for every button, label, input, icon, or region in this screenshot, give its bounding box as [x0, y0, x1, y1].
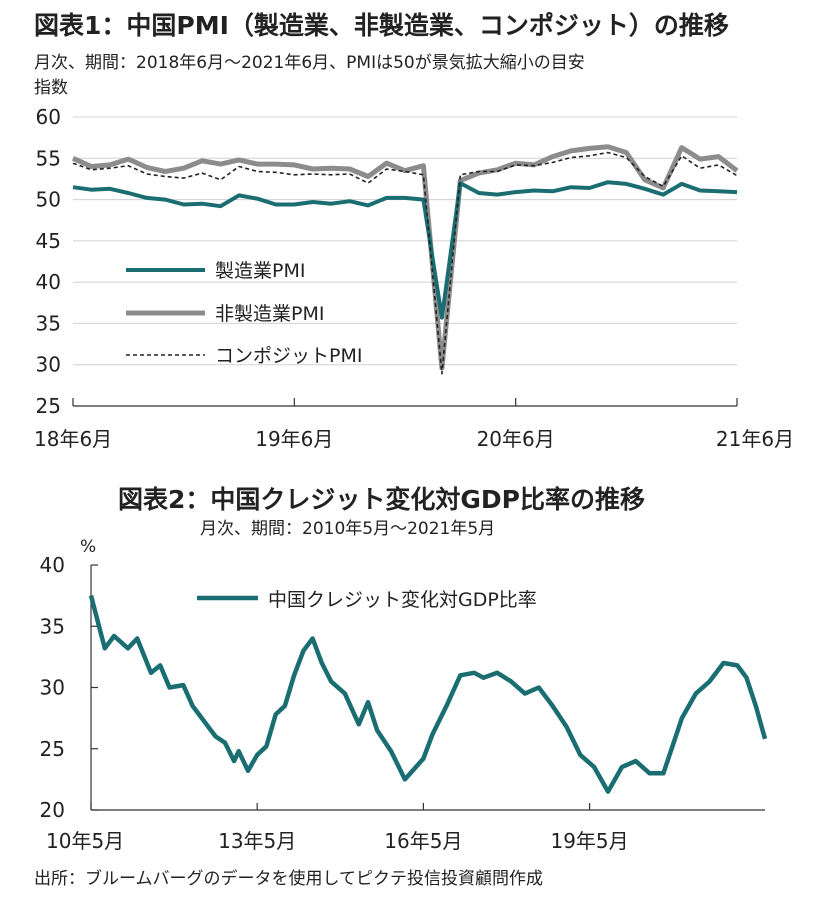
y-tick-label: 25: [36, 394, 61, 418]
series-line: [88, 595, 768, 794]
y-tick-label: 25: [40, 737, 65, 761]
y-tick-label: 30: [40, 676, 65, 700]
x-tick-label: 19年5月: [550, 829, 628, 853]
y-tick-label: 35: [40, 614, 65, 638]
x-tick-label: 18年6月: [34, 427, 112, 451]
chart2-subtitle: 月次、期間：2010年5月～2021年5月: [200, 519, 496, 539]
x-tick-label: 10年5月: [46, 829, 124, 853]
chart1-subtitle: 月次、期間：2018年6月～2021年6月、PMIは50が景気拡大縮小の目安: [34, 53, 585, 73]
legend-label-1: 非製造業PMI: [215, 303, 324, 325]
y-axis-unit: %: [80, 537, 96, 557]
x-tick-label: 16年5月: [384, 829, 462, 853]
x-tick-label: 20年6月: [477, 427, 555, 451]
y-tick-label: 40: [36, 270, 61, 294]
credit-gdp-chart: 40 35 30 25 20% 10年5月 13年5月 16年5月 19年5月 中国クレジット変化…: [40, 537, 768, 853]
y-tick-label: 20: [40, 798, 65, 822]
y-tick-label: 45: [36, 229, 61, 253]
y-tick-label: 60: [36, 105, 61, 129]
legend-label-2: コンポジットPMI: [215, 345, 362, 367]
pmi-chart: 60 55 50 45 40 35 30 25 指数 18年6月 19年6月 20年6月 21年6月 製造…: [34, 78, 794, 451]
chart1-title: 図表1：中国PMI（製造業、非製造業、コンポジット）の推移: [34, 11, 729, 40]
series-line-1: [71, 144, 739, 371]
y-axis-label: 指数: [34, 78, 68, 98]
legend-label-0: 製造業PMI: [215, 260, 305, 282]
source-note: 出所：ブルームバーグのデータを使用してピクテ投信投資顧問作成: [34, 869, 543, 889]
x-tick-label: 21年6月: [716, 427, 794, 451]
legend-label: 中国クレジット変化対GDP比率: [268, 589, 537, 611]
y-tick-label: 55: [36, 146, 61, 170]
x-tick-label: 13年5月: [218, 829, 296, 853]
y-tick-label: 35: [36, 311, 61, 335]
y-tick-label: 40: [40, 553, 65, 577]
chart2-title: 図表2：中国クレジット変化対GDP比率の推移: [118, 485, 645, 514]
series-line-2: [72, 151, 738, 375]
series-line-0: [72, 180, 738, 320]
y-tick-label: 50: [36, 188, 61, 212]
x-tick-label: 19年6月: [255, 427, 333, 451]
y-tick-label: 30: [36, 353, 61, 377]
